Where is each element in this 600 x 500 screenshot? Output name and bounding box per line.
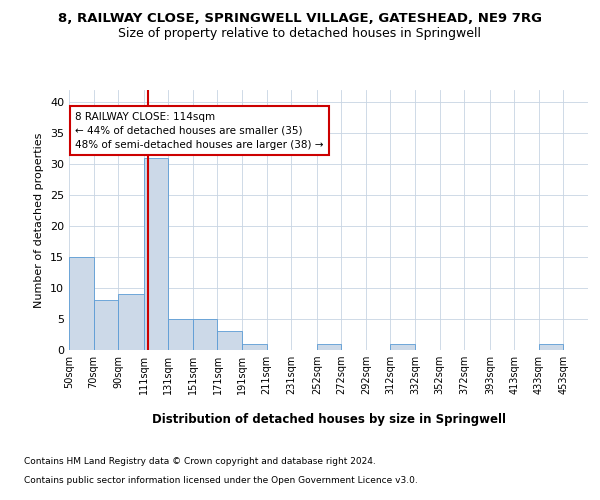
Text: Size of property relative to detached houses in Springwell: Size of property relative to detached ho…	[119, 28, 482, 40]
Bar	[391, 344, 415, 350]
Text: 8 RAILWAY CLOSE: 114sqm
← 44% of detached houses are smaller (35)
48% of semi-de: 8 RAILWAY CLOSE: 114sqm ← 44% of detache…	[75, 112, 323, 150]
Bar	[169, 319, 193, 350]
Text: Distribution of detached houses by size in Springwell: Distribution of detached houses by size …	[152, 412, 506, 426]
Y-axis label: Number of detached properties: Number of detached properties	[34, 132, 44, 308]
Bar	[118, 294, 144, 350]
Bar	[193, 319, 217, 350]
Bar	[144, 158, 169, 350]
Text: Contains public sector information licensed under the Open Government Licence v3: Contains public sector information licen…	[24, 476, 418, 485]
Bar	[539, 344, 563, 350]
Bar	[242, 344, 266, 350]
Bar	[94, 300, 118, 350]
Bar	[317, 344, 341, 350]
Bar	[69, 257, 94, 350]
Text: Contains HM Land Registry data © Crown copyright and database right 2024.: Contains HM Land Registry data © Crown c…	[24, 458, 376, 466]
Text: 8, RAILWAY CLOSE, SPRINGWELL VILLAGE, GATESHEAD, NE9 7RG: 8, RAILWAY CLOSE, SPRINGWELL VILLAGE, GA…	[58, 12, 542, 26]
Bar	[217, 332, 242, 350]
